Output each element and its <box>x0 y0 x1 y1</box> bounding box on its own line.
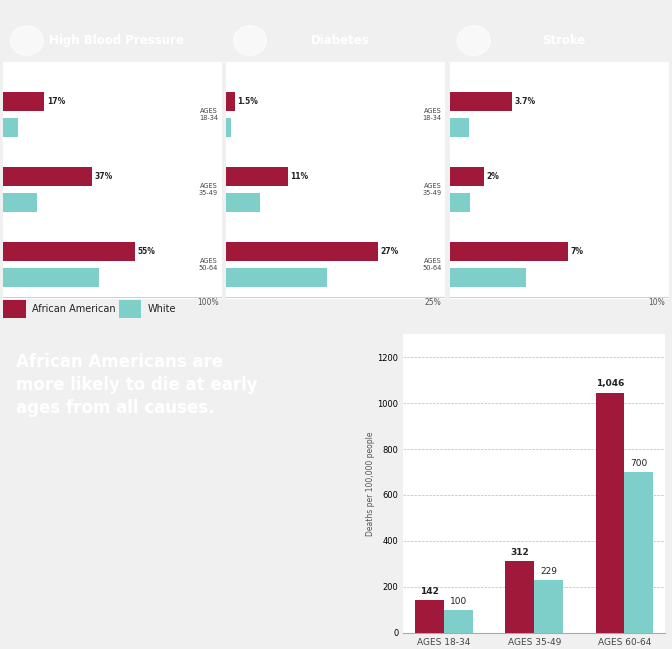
Bar <box>415 600 444 633</box>
Y-axis label: Deaths per 100,000 people: Deaths per 100,000 people <box>366 431 374 536</box>
Text: 7%: 7% <box>571 247 583 256</box>
Text: African Americans are
more likely to die at early
ages from all causes.: African Americans are more likely to die… <box>16 354 258 417</box>
Bar <box>226 92 235 111</box>
Bar <box>3 92 44 111</box>
Text: White: White <box>148 304 176 314</box>
Bar <box>226 118 231 137</box>
Text: 55%: 55% <box>138 247 156 256</box>
Bar <box>450 92 513 111</box>
Text: AGES
50-64: AGES 50-64 <box>423 258 442 271</box>
Bar <box>226 167 288 186</box>
Text: 37%: 37% <box>95 172 113 181</box>
Text: 1,046: 1,046 <box>596 380 624 389</box>
Bar <box>450 268 526 288</box>
Bar <box>226 193 260 212</box>
Bar <box>624 472 653 633</box>
Text: 229: 229 <box>540 567 557 576</box>
Bar <box>505 561 534 633</box>
Text: AGES
35-49: AGES 35-49 <box>199 183 218 196</box>
Text: Stroke: Stroke <box>542 34 585 47</box>
Bar <box>450 193 470 212</box>
Bar <box>450 167 484 186</box>
Bar <box>450 242 568 261</box>
Bar <box>226 268 327 288</box>
Text: AGES
18-34: AGES 18-34 <box>199 108 218 121</box>
Bar <box>3 242 135 261</box>
Text: AGES
50-64: AGES 50-64 <box>199 258 218 271</box>
Text: 100%: 100% <box>197 298 218 307</box>
Text: African American: African American <box>32 304 116 314</box>
Text: 10%: 10% <box>648 298 665 307</box>
Bar <box>534 580 563 633</box>
Circle shape <box>457 26 490 55</box>
Bar <box>226 242 378 261</box>
Text: 100: 100 <box>450 596 467 606</box>
Text: 3.7%: 3.7% <box>515 97 536 106</box>
Text: 2%: 2% <box>487 172 499 181</box>
Text: 1.5%: 1.5% <box>237 97 258 106</box>
Text: Diabetes: Diabetes <box>310 34 370 47</box>
Text: AGES
18-34: AGES 18-34 <box>423 108 442 121</box>
FancyBboxPatch shape <box>119 300 141 317</box>
Text: 700: 700 <box>630 459 648 468</box>
Text: High Blood Pressure: High Blood Pressure <box>50 34 184 47</box>
Text: 27%: 27% <box>380 247 398 256</box>
Text: 312: 312 <box>511 548 529 557</box>
Bar <box>444 610 473 633</box>
Circle shape <box>11 26 44 55</box>
Text: 17%: 17% <box>46 97 65 106</box>
Bar <box>3 167 92 186</box>
Bar <box>3 193 37 212</box>
Text: 142: 142 <box>420 587 439 596</box>
Circle shape <box>234 26 267 55</box>
Bar <box>595 393 624 633</box>
Text: 25%: 25% <box>425 298 442 307</box>
Text: AGES
35-49: AGES 35-49 <box>423 183 442 196</box>
Bar <box>3 268 99 288</box>
Bar <box>3 118 17 137</box>
FancyBboxPatch shape <box>3 300 26 317</box>
Text: 11%: 11% <box>290 172 308 181</box>
Bar <box>450 118 469 137</box>
